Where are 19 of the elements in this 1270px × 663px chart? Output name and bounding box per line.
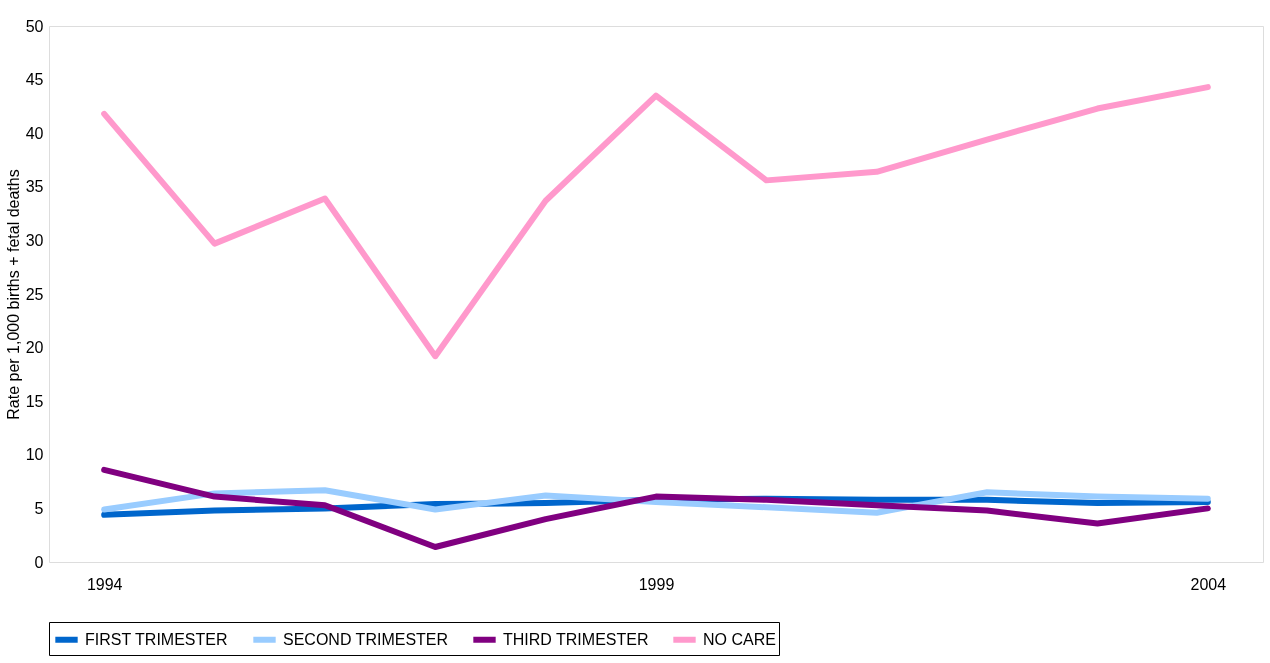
- y-tick-label: 45: [25, 71, 44, 89]
- y-tick-label: 50: [25, 17, 44, 35]
- x-tick-label: 2004: [1190, 575, 1227, 593]
- y-tick-label: 15: [25, 392, 44, 410]
- y-tick-label: 5: [34, 499, 44, 517]
- legend-label: NO CARE: [703, 630, 776, 648]
- y-axis-title: Rate per 1,000 births + fetal deaths: [4, 169, 22, 420]
- y-tick-label: 40: [25, 124, 44, 142]
- x-tick-label: 1994: [86, 575, 123, 593]
- x-tick-label: 1999: [638, 575, 675, 593]
- y-tick-label: 0: [34, 553, 44, 571]
- y-tick-label: 35: [25, 178, 44, 196]
- y-tick-label: 20: [25, 339, 44, 357]
- y-tick-label: 30: [25, 231, 44, 249]
- legend-label: FIRST TRIMESTER: [85, 630, 228, 648]
- legend-label: THIRD TRIMESTER: [503, 630, 649, 648]
- y-tick-label: 25: [25, 285, 44, 303]
- legend-label: SECOND TRIMESTER: [283, 630, 449, 648]
- y-tick-label: 10: [25, 446, 44, 464]
